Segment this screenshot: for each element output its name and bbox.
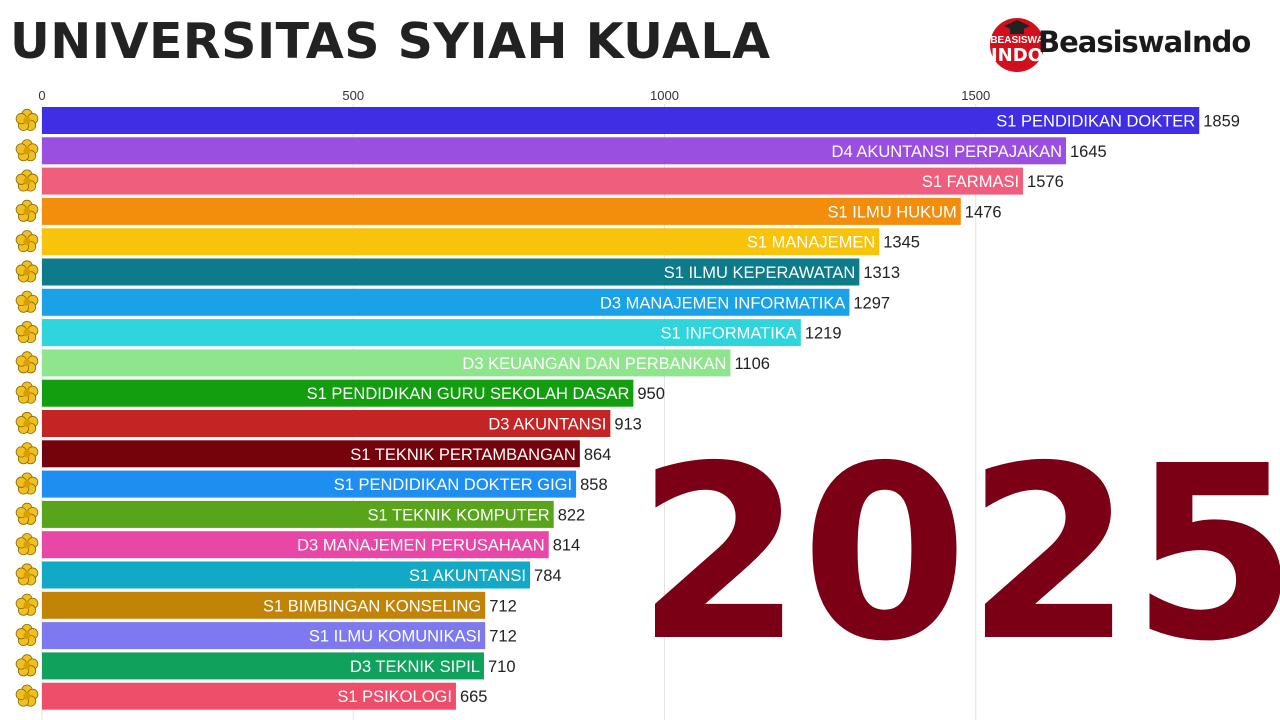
bar-value-label: 1476 xyxy=(965,203,1002,221)
bar-value-label: 712 xyxy=(489,628,517,646)
beasiswaindo-logo: BEASISWA INDO BeasiswaIndo xyxy=(988,12,1260,74)
bar-category-label: S1 PENDIDIKAN GURU SEKOLAH DASAR xyxy=(307,385,630,403)
x-tick-label: 1500 xyxy=(961,88,990,103)
logo-wordmark: BeasiswaIndo xyxy=(1038,25,1251,59)
logo-badge-circle xyxy=(990,18,1044,72)
bar-value-label: 1345 xyxy=(883,234,920,252)
bar-category-label: S1 MANAJEMEN xyxy=(747,234,875,252)
bar-category-label: D3 AKUNTANSI xyxy=(488,416,606,434)
bar-value-label: 1859 xyxy=(1203,113,1240,131)
bar-value-label: 1219 xyxy=(805,325,842,343)
year-label: 2025 xyxy=(636,414,1280,694)
chart-bar xyxy=(42,167,1024,195)
x-tick-label: 1000 xyxy=(650,88,679,103)
bar-category-label: D3 MANAJEMEN INFORMATIKA xyxy=(600,294,845,312)
bar-category-label: S1 ILMU KEPERAWATAN xyxy=(664,264,856,282)
bar-value-label: 913 xyxy=(614,416,642,434)
chart-bar xyxy=(42,410,611,437)
bar-value-label: 950 xyxy=(637,385,665,403)
bar-value-label: 712 xyxy=(489,597,517,615)
university-emblem-icon xyxy=(15,169,39,192)
bar-value-label: 858 xyxy=(580,476,608,494)
bar-value-label: 822 xyxy=(558,506,586,524)
page-title: UNIVERSITAS SYIAH KUALA xyxy=(10,13,771,70)
bar-value-label: 814 xyxy=(553,537,581,555)
university-emblem-icon xyxy=(15,290,39,313)
university-emblem-icon xyxy=(15,139,39,162)
logo-badge-bottom: INDO xyxy=(991,45,1043,66)
chart-bar xyxy=(42,379,634,407)
university-emblem-icon xyxy=(15,108,39,131)
university-emblem-icon xyxy=(15,199,39,222)
bar-category-label: S1 FARMASI xyxy=(922,173,1019,191)
university-emblem-icon xyxy=(15,533,39,556)
x-tick-label: 0 xyxy=(38,88,45,103)
bar-category-label: D4 AKUNTANSI PERPAJAKAN xyxy=(832,143,1062,161)
bar-category-label: S1 ILMU HUKUM xyxy=(828,203,957,221)
university-emblem-icon xyxy=(15,321,39,344)
bar-category-label: D3 TEKNIK SIPIL xyxy=(350,658,480,676)
university-emblem-icon xyxy=(15,684,39,707)
bar-value-label: 1106 xyxy=(734,355,769,373)
chart-bar xyxy=(42,319,801,347)
chart-bar xyxy=(42,531,549,559)
university-emblem-icon xyxy=(15,472,39,495)
bar-value-label: 784 xyxy=(534,567,562,585)
university-emblem-icon xyxy=(15,502,39,525)
chart-bar xyxy=(42,107,1200,134)
bar-category-label: S1 PENDIDIKAN DOKTER xyxy=(996,113,1195,131)
chart-bar xyxy=(42,500,554,528)
bar-chart: 0 500 1000 1500 S1 PENDIDIKAN DOKTER 1859 D4 A… xyxy=(15,88,1240,720)
bar-value-label: 1576 xyxy=(1027,173,1064,191)
bar-category-label: S1 BIMBINGAN KONSELING xyxy=(263,597,481,615)
university-emblem-icon xyxy=(15,411,39,434)
bar-category-label: S1 TEKNIK KOMPUTER xyxy=(368,506,550,524)
chart-bar xyxy=(42,288,850,316)
chart-bar xyxy=(42,137,1067,165)
x-tick-label: 500 xyxy=(342,88,364,103)
bar-value-label: 710 xyxy=(488,658,516,676)
university-emblem-icon xyxy=(15,563,39,586)
chart-bar xyxy=(42,228,880,256)
bar-value-label: 864 xyxy=(584,446,612,464)
bar-category-label: S1 PSIKOLOGI xyxy=(337,688,452,706)
university-emblem-icon xyxy=(15,381,39,404)
chart-bar xyxy=(42,591,486,619)
logo-cap-base xyxy=(1010,28,1024,34)
bar-value-label: 665 xyxy=(460,688,488,706)
bar-category-label: D3 KEUANGAN DAN PERBANKAN xyxy=(462,355,726,373)
chart-bar xyxy=(42,349,731,377)
graduation-cap-icon: BEASISWA INDO xyxy=(990,18,1044,72)
university-emblem-icon xyxy=(15,260,39,283)
chart-bar xyxy=(42,470,577,498)
chart-bar xyxy=(42,440,580,468)
bar-category-label: D3 MANAJEMEN PERUSAHAAN xyxy=(297,537,545,555)
university-emblem-icon xyxy=(15,230,39,253)
bar-value-label: 1645 xyxy=(1070,143,1107,161)
university-emblem-icon xyxy=(15,654,39,677)
bar-value-label: 1313 xyxy=(863,264,900,282)
university-emblem-icon xyxy=(15,351,39,374)
bar-category-label: S1 INFORMATIKA xyxy=(661,325,797,343)
bar-category-label: S1 AKUNTANSI xyxy=(409,567,526,585)
bar-category-label: S1 PENDIDIKAN DOKTER GIGI xyxy=(334,476,572,494)
chart-bar xyxy=(42,622,486,650)
chart-bar xyxy=(42,258,860,286)
chart-bar xyxy=(42,197,961,225)
chart-bar xyxy=(42,652,484,680)
university-emblem-icon xyxy=(15,623,39,647)
chart-bar xyxy=(42,561,531,589)
bar-category-label: S1 ILMU KOMUNIKASI xyxy=(309,628,481,646)
university-emblem-icon xyxy=(15,593,39,616)
bar-category-label: S1 TEKNIK PERTAMBANGAN xyxy=(350,446,576,464)
bar-value-label: 1297 xyxy=(853,294,890,312)
university-emblem-icon xyxy=(15,442,39,465)
chart-bar xyxy=(42,682,456,710)
logo-badge-top: BEASISWA xyxy=(990,35,1043,46)
